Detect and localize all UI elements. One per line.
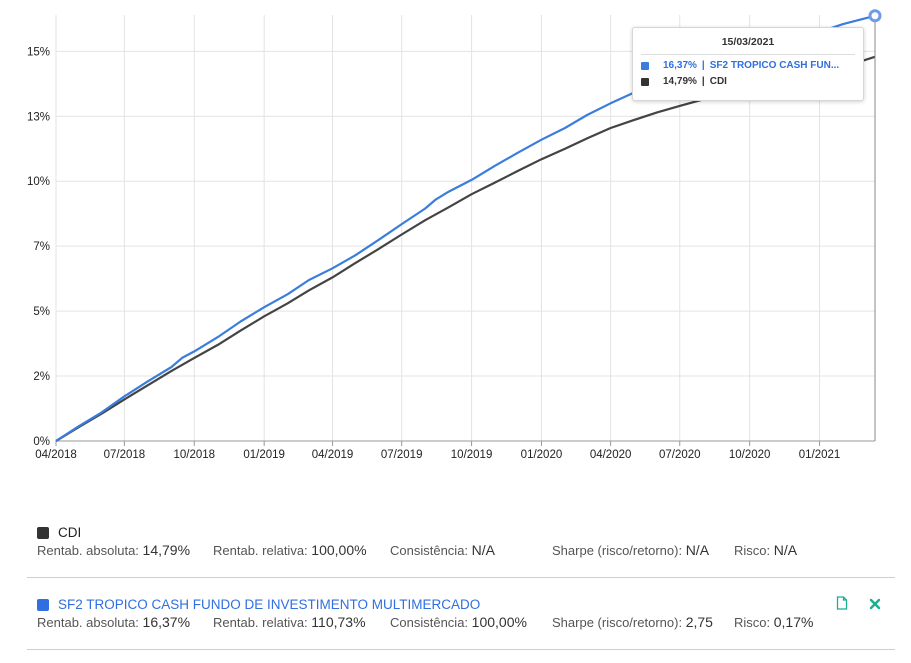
x-tick-label: 04/2020 — [590, 449, 632, 461]
legend-item-cdi[interactable]: CDI — [37, 525, 81, 540]
y-tick-label: 15% — [27, 46, 50, 58]
stat-value: 14,79% — [142, 542, 191, 558]
stat-consistency: Consistência: N/A — [390, 542, 495, 558]
x-tick-label: 01/2019 — [243, 449, 285, 461]
stat-relative-return: Rentab. relativa: 100,00% — [213, 542, 367, 558]
y-tick-label: 13% — [27, 111, 50, 123]
stat-absolute-return: Rentab. absoluta: 16,37% — [37, 614, 190, 630]
stat-label: Sharpe (risco/retorno): — [552, 615, 683, 630]
legend-name-cdi: CDI — [58, 525, 82, 540]
tooltip-date: 15/03/2021 — [641, 28, 855, 55]
stat-label: Consistência: — [390, 543, 469, 558]
stat-value: N/A — [773, 542, 798, 558]
y-tick-label: 7% — [33, 241, 50, 253]
stat-absolute-return: Rentab. absoluta: 14,79% — [37, 542, 190, 558]
legend-name-fund: SF2 TROPICO CASH FUNDO DE INVESTIMENTO M… — [58, 597, 481, 612]
x-tick-label: 07/2020 — [659, 449, 701, 461]
divider — [27, 649, 895, 650]
x-tick-label: 04/2019 — [312, 449, 354, 461]
legend-swatch-fund — [37, 598, 49, 611]
stat-label: Rentab. relativa: — [213, 615, 308, 630]
tooltip-row-fund: 16,37% | SF2 TROPICO CASH FUN... — [641, 60, 863, 71]
y-tick-label: 0% — [33, 436, 50, 448]
stat-value: N/A — [471, 542, 496, 558]
hover-point-marker[interactable] — [868, 9, 882, 23]
stat-value: 100,00% — [471, 614, 527, 630]
y-tick-label: 5% — [33, 306, 50, 318]
stat-label: Consistência: — [390, 615, 469, 630]
legend-item-fund[interactable]: SF2 TROPICO CASH FUNDO DE INVESTIMENTO M… — [37, 597, 480, 612]
tooltip-name-cdi: CDI — [709, 76, 727, 87]
stat-value: 100,00% — [311, 542, 367, 558]
y-axis: 0% 2% 5% 7% 10% 13% 15% — [27, 46, 50, 448]
document-icon[interactable] — [836, 596, 848, 613]
line-chart: 0%2%5%7%10%13%15% 04/2018 07/2018 10/2018 0… — [27, 9, 882, 461]
stat-relative-return: Rentab. relativa: 110,73% — [213, 614, 366, 630]
stat-label: Risco: — [734, 543, 771, 558]
close-icon[interactable] — [869, 597, 881, 613]
stat-risk: Risco: 0,17% — [734, 614, 813, 630]
x-tick-label: 10/2020 — [729, 449, 771, 461]
x-tick-label: 01/2020 — [521, 449, 563, 461]
y-tick-label: 2% — [33, 371, 50, 383]
x-axis: 04/2018 07/2018 10/2018 01/2019 04/2019 07/20… — [35, 440, 875, 461]
legend-swatch-cdi — [37, 526, 49, 539]
stat-value: N/A — [685, 542, 710, 558]
x-tick-label: 04/2018 — [35, 449, 77, 461]
tooltip-name-fund: SF2 TROPICO CASH FUN... — [709, 60, 840, 71]
x-tick-label: 10/2019 — [451, 449, 493, 461]
stat-value: 110,73% — [311, 614, 366, 630]
chart-grid — [55, 15, 876, 442]
stat-sharpe: Sharpe (risco/retorno): N/A — [552, 542, 709, 558]
stat-sharpe: Sharpe (risco/retorno): 2,75 — [552, 614, 713, 630]
stat-risk: Risco: N/A — [734, 542, 797, 558]
stat-consistency: Consistência: 100,00% — [390, 614, 527, 630]
chart-tooltip: 15/03/2021 16,37% | SF2 TROPICO CASH FUN… — [632, 27, 864, 101]
stat-label: Risco: — [734, 615, 771, 630]
tooltip-swatch-fund — [641, 61, 649, 70]
divider — [27, 577, 895, 578]
series-line-cdi[interactable] — [55, 55, 876, 442]
x-tick-label: 07/2019 — [381, 449, 423, 461]
stat-value: 2,75 — [685, 614, 713, 630]
stat-label: Rentab. absoluta: — [37, 543, 139, 558]
x-tick-label: 07/2018 — [104, 449, 146, 461]
stat-label: Rentab. relativa: — [213, 543, 308, 558]
tooltip-swatch-cdi — [641, 77, 649, 86]
stat-label: Rentab. absoluta: — [37, 615, 139, 630]
tooltip-value-fund: 16,37% — [663, 60, 697, 71]
stat-value: 16,37% — [142, 614, 191, 630]
stat-label: Sharpe (risco/retorno): — [552, 543, 683, 558]
tooltip-separator: | — [701, 76, 705, 87]
tooltip-separator: | — [701, 60, 705, 71]
x-tick-label: 10/2018 — [173, 449, 215, 461]
y-tick-label: 10% — [27, 176, 50, 188]
stat-value: 0,17% — [773, 614, 814, 630]
tooltip-value-cdi: 14,79% — [663, 76, 697, 87]
tooltip-row-cdi: 14,79% | CDI — [641, 76, 863, 87]
x-tick-label: 01/2021 — [799, 449, 841, 461]
